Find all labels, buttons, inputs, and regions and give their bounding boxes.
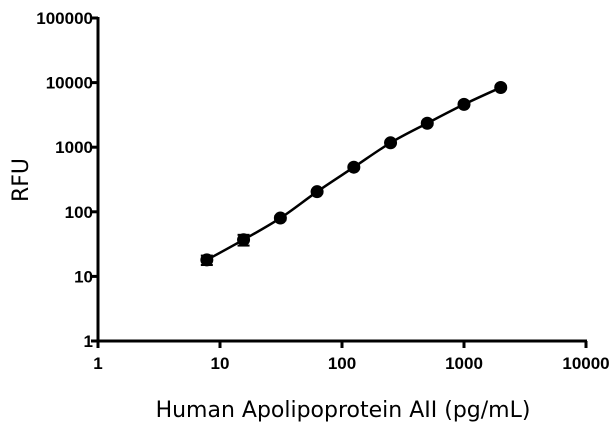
data-point bbox=[420, 116, 434, 130]
y-tick-label: 100000 bbox=[36, 9, 93, 28]
data-point bbox=[494, 80, 508, 94]
x-tick-label: 1000 bbox=[445, 354, 483, 373]
y-tick-label: 10 bbox=[74, 267, 93, 286]
x-tick-label: 1 bbox=[93, 354, 102, 373]
x-axis-title: Human Apolipoprotein AII (pg/mL) bbox=[156, 398, 531, 423]
data-point bbox=[457, 97, 471, 111]
x-tick-label: 100 bbox=[328, 354, 356, 373]
data-point bbox=[347, 160, 361, 174]
data-point bbox=[237, 233, 251, 247]
data-point bbox=[273, 211, 287, 225]
data-point bbox=[310, 185, 324, 199]
x-tick-label: 10 bbox=[211, 354, 230, 373]
y-tick-label: 1000 bbox=[55, 138, 93, 157]
y-tick-label: 1 bbox=[84, 332, 93, 351]
data-point bbox=[384, 136, 398, 150]
axes bbox=[96, 17, 587, 343]
y-tick-label: 10000 bbox=[46, 74, 93, 93]
ticks: 1 10 100 1000 10000 100000 1 10 100 1000 10000 bbox=[36, 9, 609, 373]
data-point bbox=[200, 253, 214, 267]
x-tick-label: 10000 bbox=[562, 354, 609, 373]
y-axis-title: RFU bbox=[9, 158, 34, 202]
y-tick-label: 100 bbox=[65, 203, 93, 222]
data-points bbox=[200, 80, 508, 267]
